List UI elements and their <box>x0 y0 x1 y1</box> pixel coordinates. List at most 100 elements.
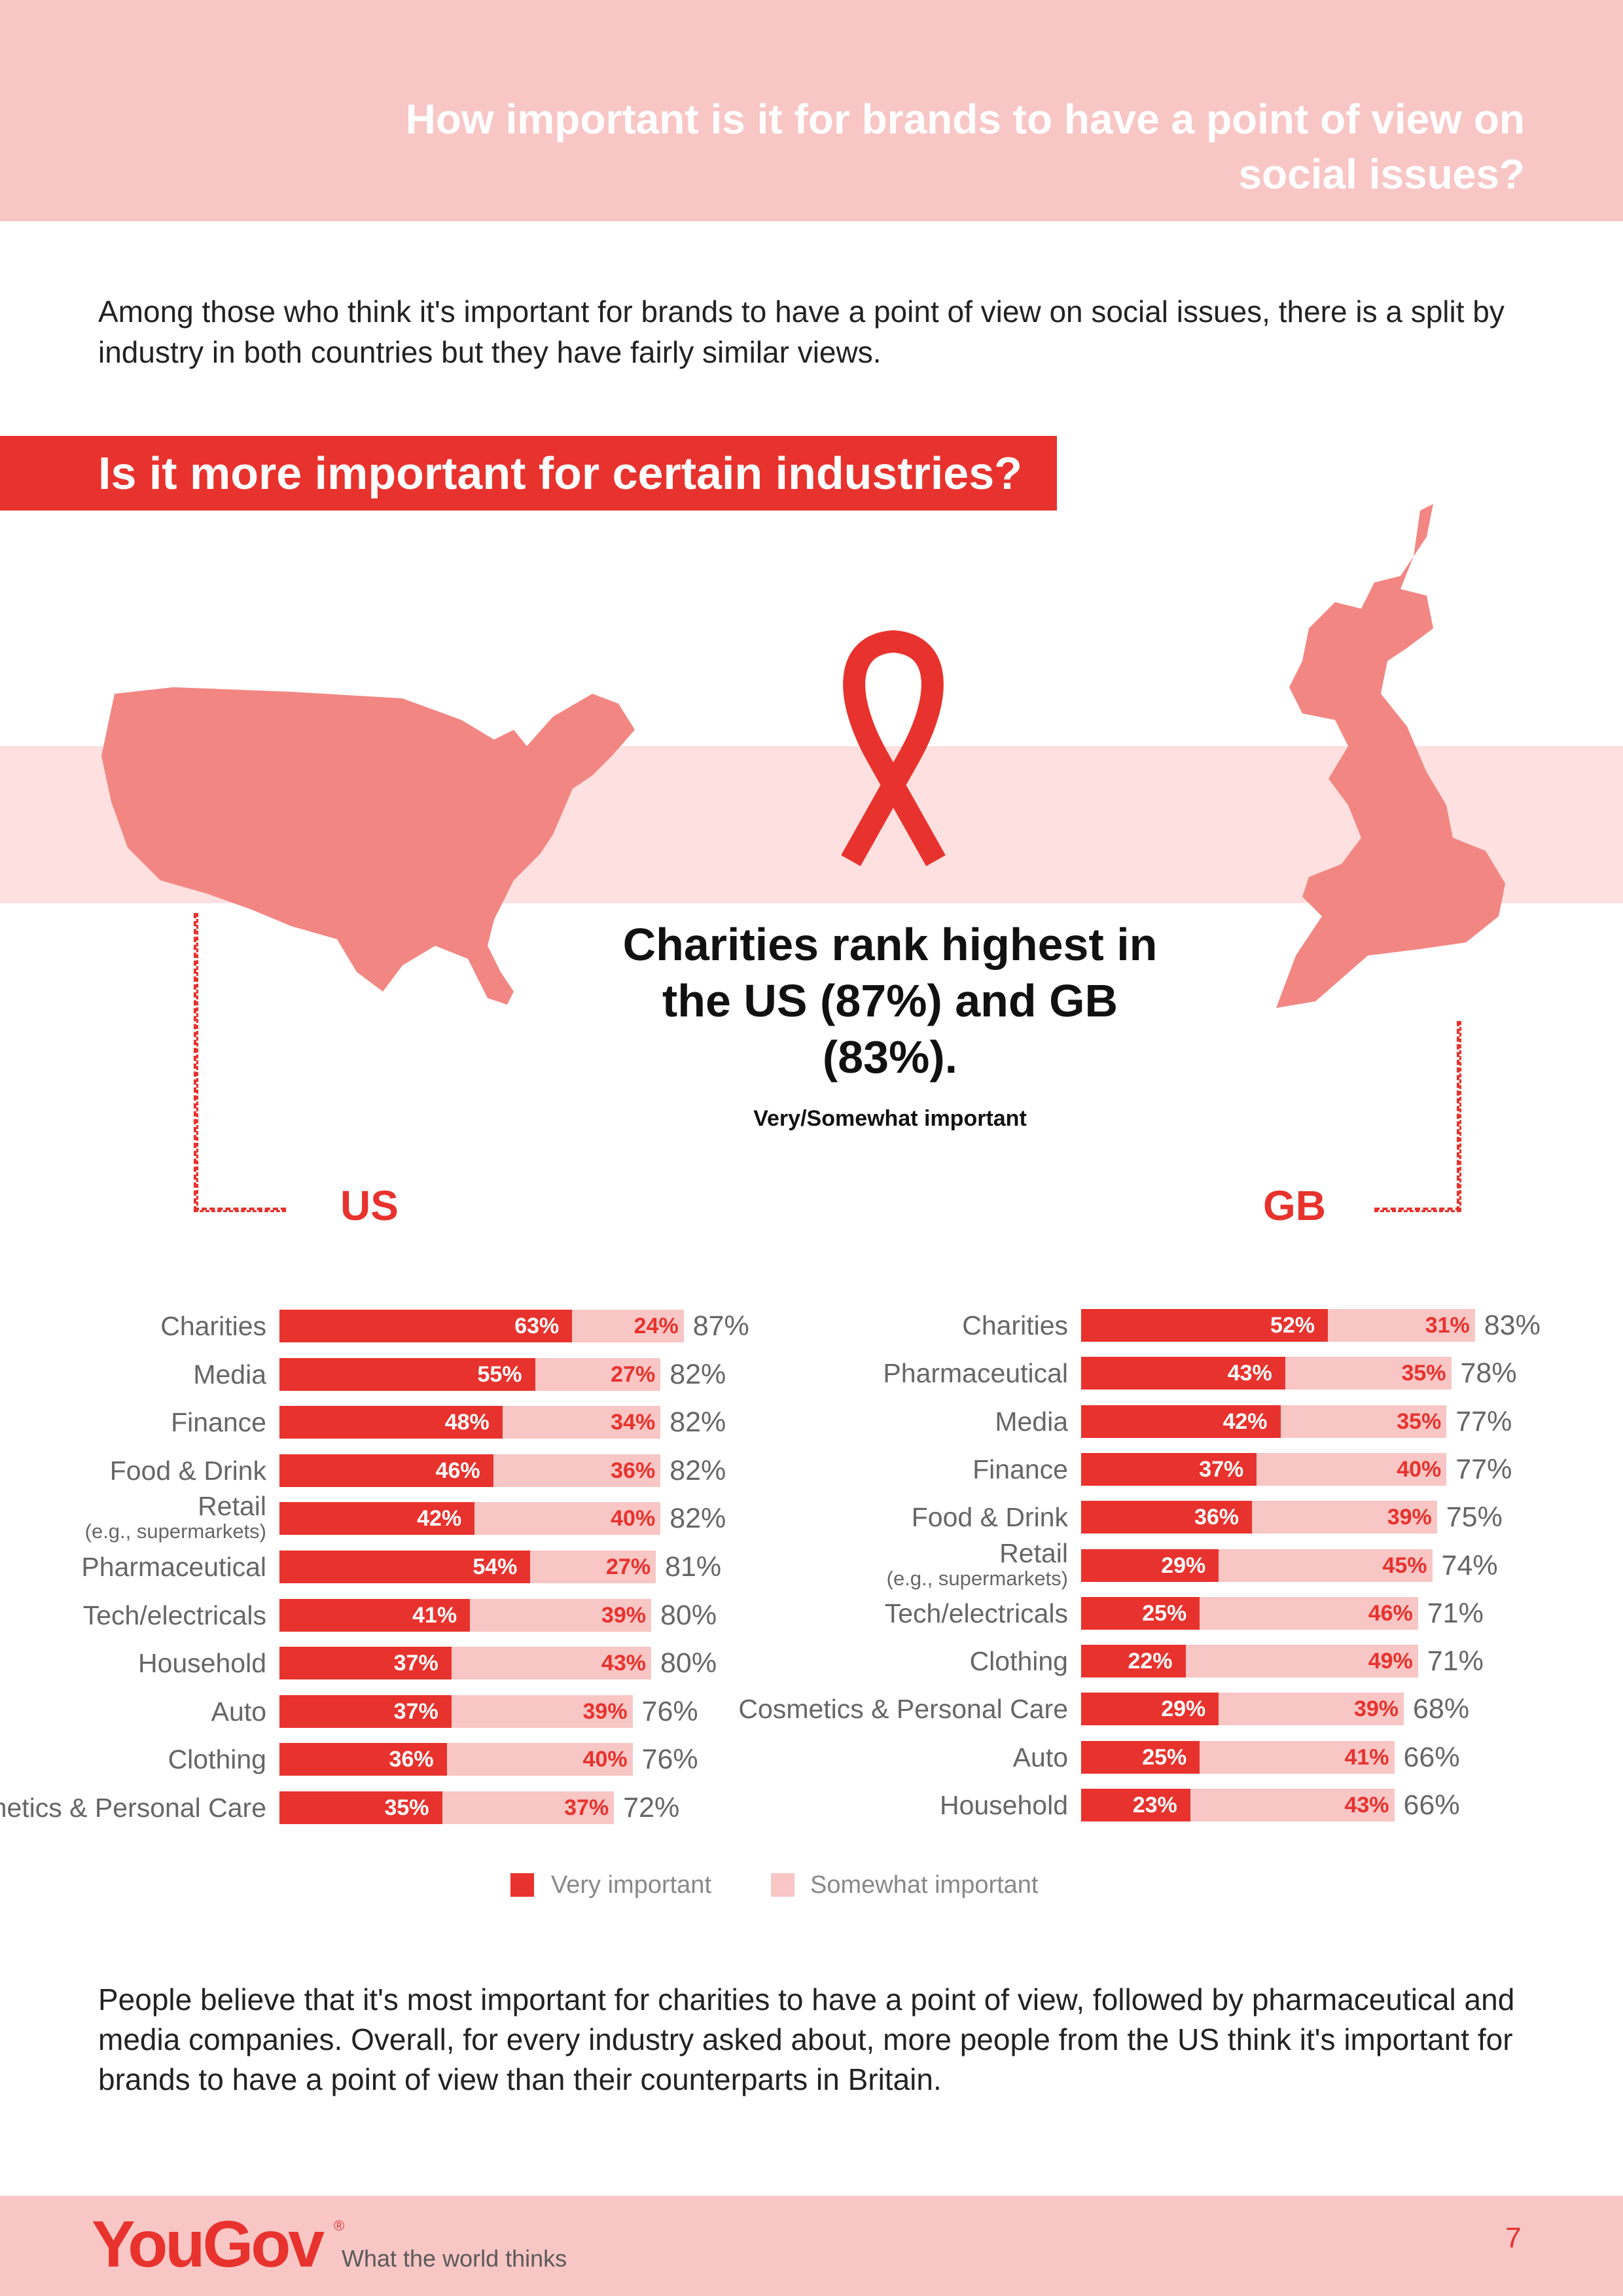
somewhat-important-bar <box>474 1502 661 1535</box>
gb-connector-line <box>1374 1208 1461 1212</box>
somewhat-important-value: 37% <box>564 1795 609 1820</box>
somewhat-important-value: 35% <box>1401 1361 1446 1386</box>
us-connector-line <box>194 1208 286 1212</box>
total-value: 72% <box>623 1792 680 1823</box>
very-important-value: 55% <box>477 1361 522 1387</box>
somewhat-important-value: 34% <box>611 1410 656 1435</box>
page-title: How important is it for brands to have a… <box>405 96 1525 198</box>
very-important-bar <box>1081 1693 1219 1726</box>
very-important-bar <box>1081 1596 1200 1630</box>
total-value: 68% <box>1413 1693 1470 1725</box>
very-important-value: 42% <box>1222 1408 1268 1434</box>
somewhat-important-bar <box>1219 1693 1404 1726</box>
category-label: Retail (e.g., supermarkets) <box>675 1539 1068 1589</box>
somewhat-important-bar <box>1328 1309 1475 1342</box>
total-value: 82% <box>669 1503 726 1535</box>
category-name: Retail <box>999 1537 1068 1568</box>
total-value: 81% <box>665 1551 722 1583</box>
very-important-value: 42% <box>417 1506 462 1532</box>
very-important-bar <box>1081 1645 1186 1678</box>
header-banner: How important is it for brands to have a… <box>0 0 1623 221</box>
very-important-value: 52% <box>1270 1313 1315 1338</box>
category-label: Charities <box>675 1311 1068 1340</box>
headline: Charities rank highest in the US (87%) a… <box>622 919 1158 1083</box>
closing-paragraph: People believe that it's most important … <box>98 1982 1515 2096</box>
very-important-bar <box>1081 1501 1252 1534</box>
very-important-bar <box>1081 1357 1285 1390</box>
total-value: 76% <box>641 1695 698 1727</box>
somewhat-important-value: 45% <box>1382 1552 1427 1578</box>
total-value: 80% <box>660 1647 717 1679</box>
category-label: Household <box>0 1649 266 1677</box>
somewhat-important-bar <box>1190 1789 1395 1821</box>
category-name: Clothing <box>168 1744 266 1775</box>
very-important-bar <box>279 1647 452 1680</box>
category-label: Auto <box>0 1697 266 1726</box>
category-name: Finance <box>972 1454 1068 1484</box>
very-important-value: 36% <box>1194 1505 1239 1530</box>
somewhat-important-bar <box>451 1647 651 1680</box>
category-label: Food & Drink <box>675 1503 1068 1532</box>
very-important-value: 22% <box>1128 1649 1173 1674</box>
very-important-bar <box>279 1598 471 1632</box>
category-name: Media <box>995 1406 1068 1437</box>
very-important-value: 23% <box>1132 1793 1177 1818</box>
us-label: US <box>340 1182 399 1229</box>
total-value: 82% <box>669 1454 726 1486</box>
somewhat-important-value: 49% <box>1368 1649 1413 1674</box>
somewhat-important-bar <box>1200 1740 1395 1774</box>
category-name: Auto <box>211 1696 266 1727</box>
somewhat-important-value: 39% <box>1387 1505 1432 1530</box>
very-important-value: 37% <box>393 1698 438 1724</box>
category-label: Pharmaceutical <box>0 1552 266 1581</box>
category-label: Cosmetics & Personal Care <box>675 1695 1068 1723</box>
very-important-bar <box>279 1551 531 1583</box>
category-label: Clothing <box>0 1745 266 1774</box>
gb-connector-line <box>1457 1021 1461 1211</box>
category-name: Pharmaceutical <box>81 1552 266 1582</box>
headline-subtitle: Very/Somewhat important <box>753 1106 1027 1131</box>
very-important-value: 29% <box>1161 1696 1206 1722</box>
somewhat-important-bar <box>1185 1645 1418 1678</box>
category-name: Food & Drink <box>911 1502 1068 1533</box>
very-important-value: 43% <box>1227 1361 1272 1386</box>
us-connector-line <box>194 913 198 1211</box>
category-name: Charities <box>160 1311 266 1341</box>
category-label: Finance <box>0 1408 266 1437</box>
very-important-bar <box>279 1695 452 1728</box>
footer-band <box>0 2196 1623 2296</box>
category-name: Finance <box>171 1407 266 1438</box>
very-important-value: 35% <box>384 1795 429 1820</box>
very-important-value: 54% <box>473 1554 518 1579</box>
somewhat-important-bar <box>530 1551 656 1583</box>
very-important-bar <box>1081 1405 1281 1438</box>
somewhat-important-bar <box>446 1743 633 1776</box>
somewhat-important-value: 39% <box>601 1602 646 1628</box>
somewhat-important-bar <box>535 1357 661 1391</box>
somewhat-important-bar <box>502 1406 661 1439</box>
category-note: (e.g., supermarkets) <box>84 1520 266 1543</box>
category-label: Cosmetics & Personal Care <box>0 1793 266 1822</box>
total-value: 66% <box>1403 1741 1460 1773</box>
section-title: Is it more important for certain industr… <box>98 448 1022 499</box>
category-label: Tech/electricals <box>0 1601 266 1630</box>
somewhat-important-value: 43% <box>1344 1793 1389 1818</box>
us-map-icon <box>101 687 635 1005</box>
category-label: Retail (e.g., supermarkets) <box>0 1492 266 1542</box>
very-important-value: 25% <box>1142 1600 1187 1626</box>
category-label: Household <box>675 1791 1068 1820</box>
category-label: Pharmaceutical <box>675 1359 1068 1388</box>
somewhat-important-bar <box>442 1791 615 1824</box>
category-name: Food & Drink <box>109 1455 266 1486</box>
very-important-bar <box>279 1406 503 1439</box>
somewhat-important-bar <box>1285 1357 1452 1390</box>
page-number: 7 <box>1505 2222 1522 2254</box>
very-important-bar <box>279 1454 493 1487</box>
very-important-bar <box>279 1791 442 1824</box>
category-label: Auto <box>675 1743 1068 1772</box>
total-value: 82% <box>669 1407 726 1439</box>
total-value: 75% <box>1446 1501 1503 1534</box>
somewhat-important-bar <box>451 1695 633 1728</box>
section-banner: Is it more important for certain industr… <box>0 436 1057 511</box>
total-value: 83% <box>1484 1310 1541 1341</box>
